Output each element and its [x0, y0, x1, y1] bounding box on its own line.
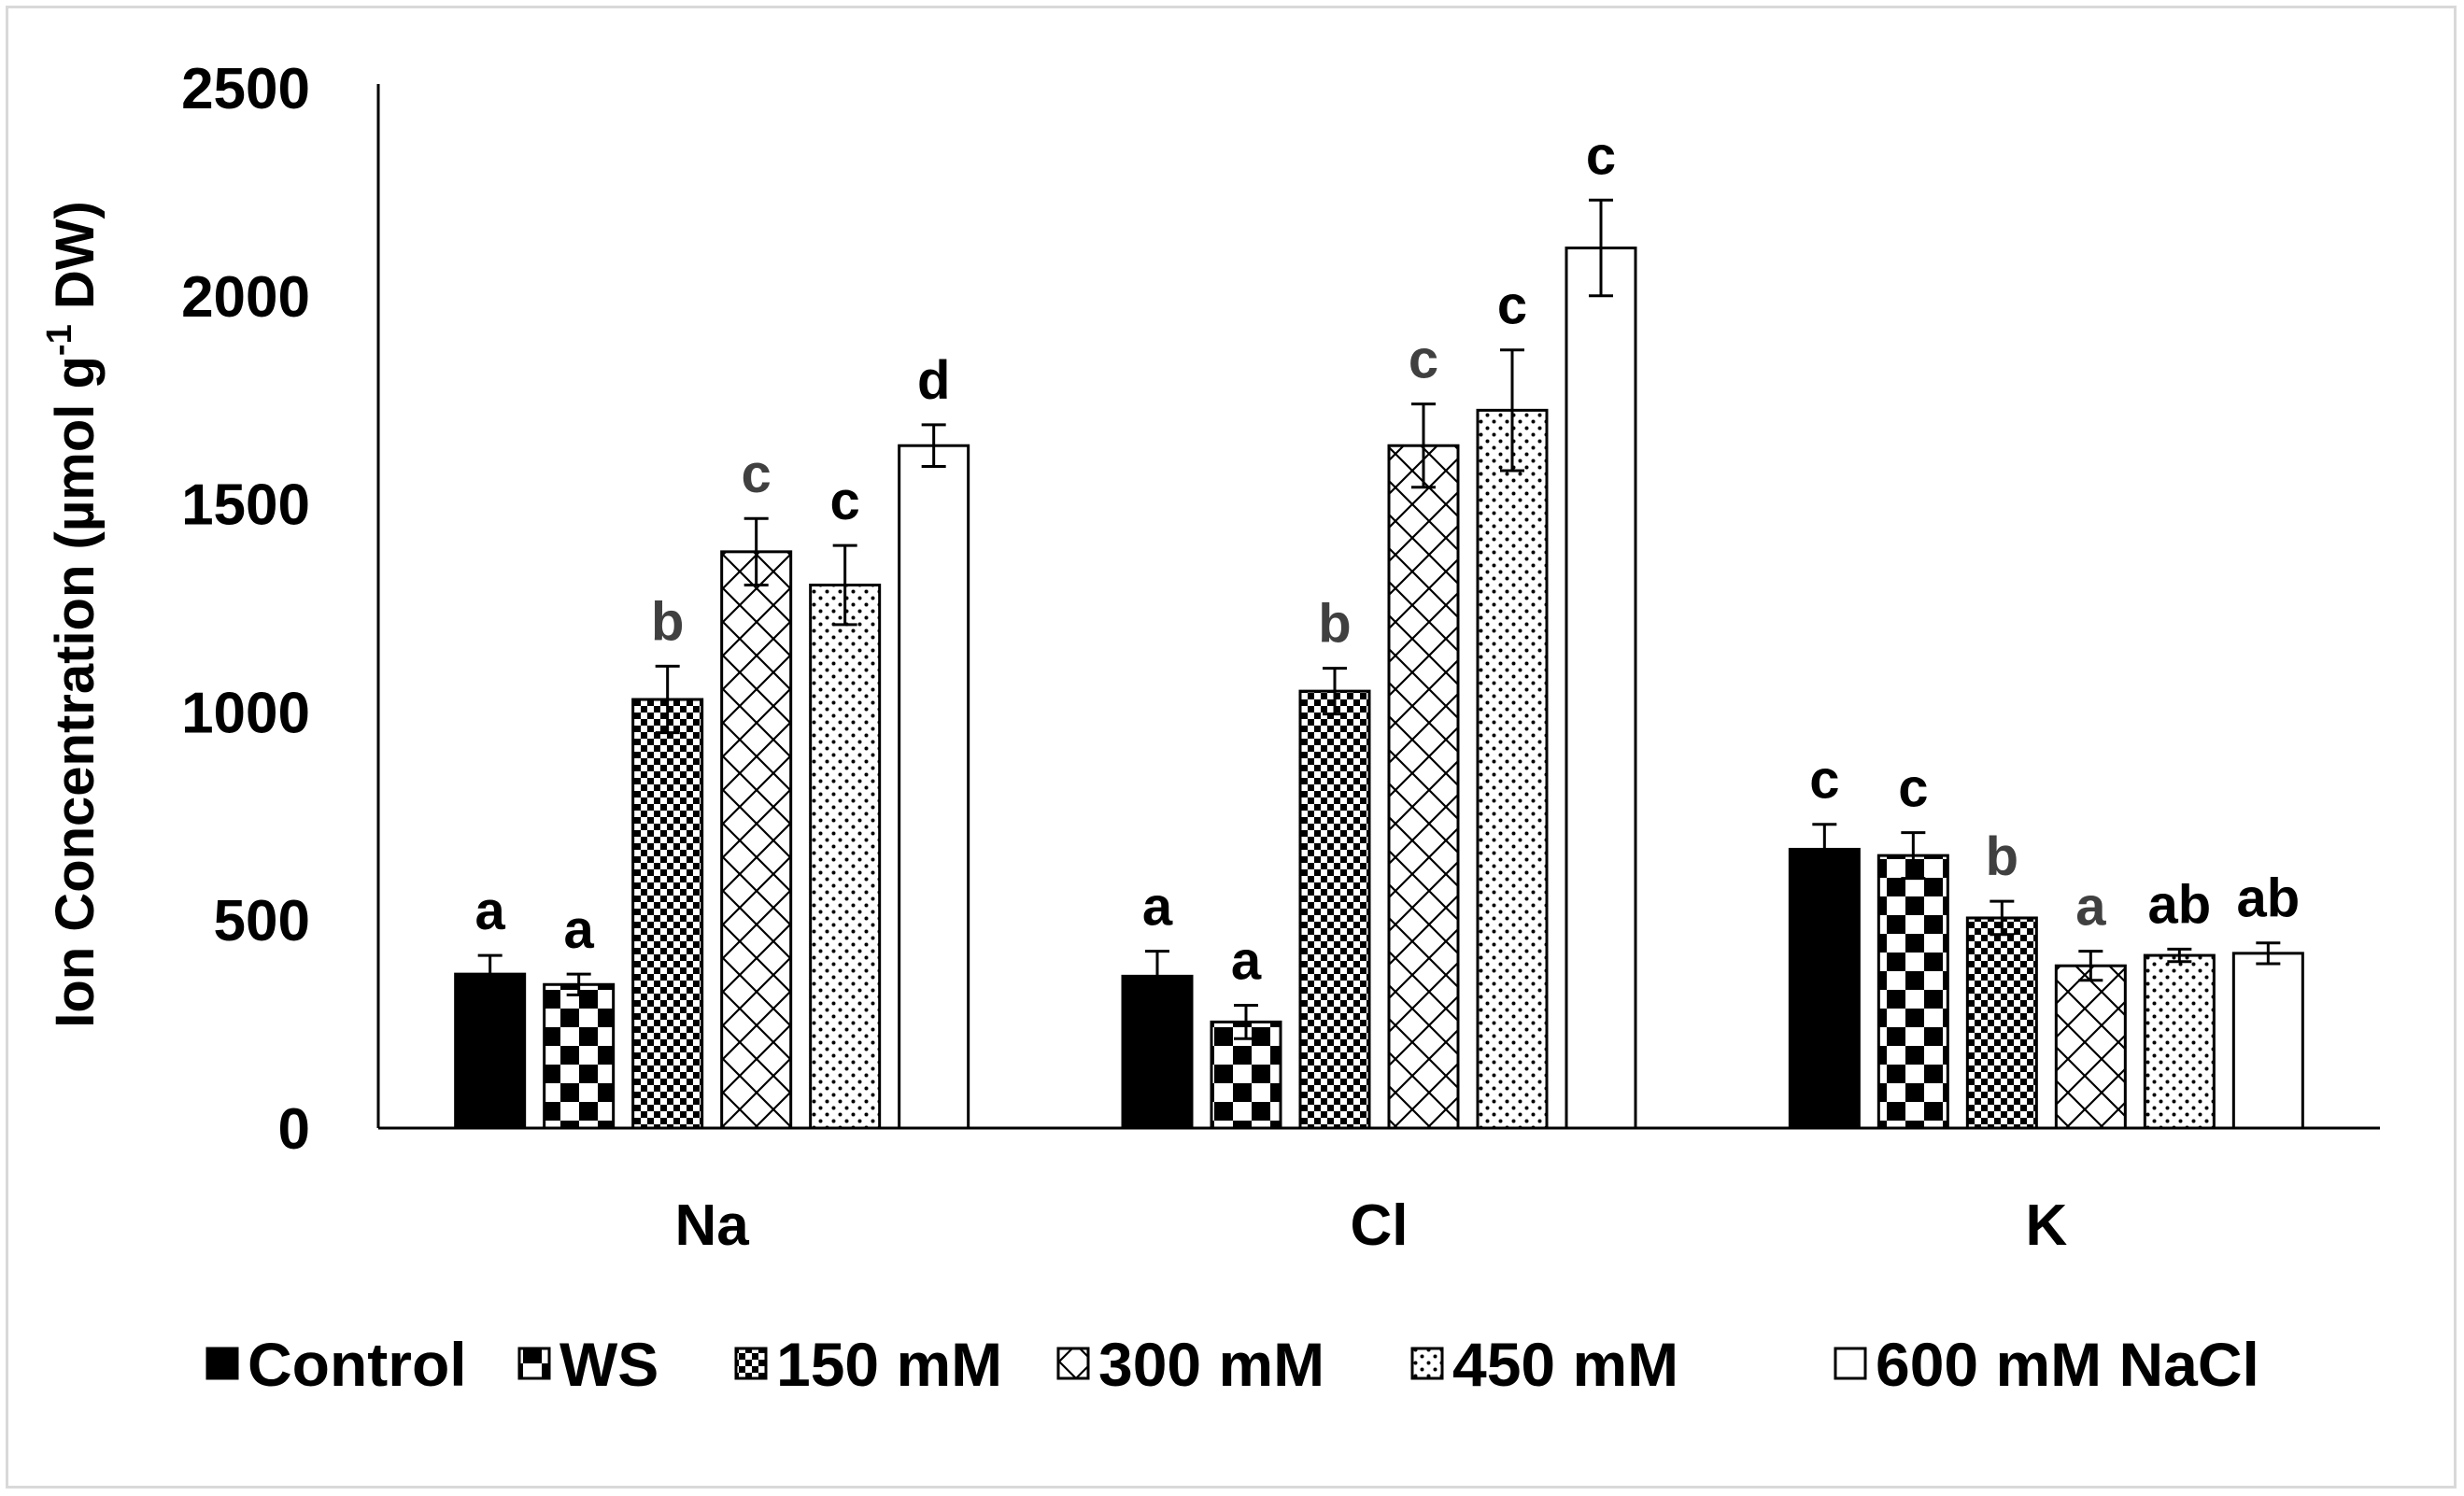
- x-axis-categories: Na Cl K: [675, 1193, 2068, 1258]
- significance-letter: c: [742, 444, 772, 504]
- bar-cl-150-mm: [1298, 689, 1371, 1130]
- significance-letter: b: [1986, 826, 2018, 887]
- bar-k-600-mm-nacl: [2231, 952, 2304, 1130]
- legend-label: 300 mM: [1098, 1330, 1324, 1399]
- bar-cl-450-mm: [1476, 408, 1549, 1130]
- legend: Control WS 150 mM 300 mM 450 mM 600 mM NaCl: [205, 1330, 2259, 1399]
- significance-letter: c: [1409, 330, 1438, 390]
- significance-letter: b: [651, 591, 684, 652]
- figure-frame: [6, 6, 2457, 1489]
- legend-label: Control: [248, 1330, 467, 1399]
- significance-letter: a: [1142, 877, 1173, 938]
- bar-na-600-mm-nacl: [898, 444, 970, 1130]
- significance-letter: a: [475, 881, 506, 941]
- significance-letter: a: [2075, 877, 2106, 938]
- bar-na-150-mm: [631, 698, 704, 1130]
- legend-swatch: [205, 1347, 239, 1380]
- x-category-label: Cl: [1351, 1193, 1409, 1258]
- legend-label: 600 mM NaCl: [1876, 1330, 2259, 1399]
- legend-swatch: [734, 1347, 768, 1380]
- error-bars-layer: [477, 198, 2281, 1040]
- significance-letter: a: [1231, 931, 1262, 992]
- significance-letter: c: [1809, 750, 1839, 811]
- significance-letter: a: [564, 899, 595, 960]
- y-tick-label: 0: [278, 1097, 310, 1162]
- legend-label: 150 mM: [776, 1330, 1002, 1399]
- legend-swatch: [517, 1347, 551, 1380]
- significance-letter: c: [1898, 758, 1928, 819]
- y-axis-title-main: Ion Concentration (µmol g: [45, 356, 106, 1028]
- bar-k-300-mm: [2054, 964, 2127, 1130]
- y-tick-label: 2500: [181, 57, 310, 121]
- significance-letter: ab: [2147, 874, 2211, 935]
- legend-swatch: [1834, 1347, 1867, 1380]
- bar-k-control: [1788, 847, 1861, 1130]
- x-category-label: K: [2025, 1193, 2067, 1258]
- bar-k-ws: [1876, 854, 1949, 1130]
- bar-na-450-mm: [809, 583, 882, 1130]
- significance-letter: c: [830, 471, 860, 531]
- y-tick-label: 1000: [181, 681, 310, 745]
- legend-swatch: [1410, 1347, 1444, 1380]
- legend-swatch: [1056, 1347, 1090, 1380]
- bar-na-ws: [543, 982, 616, 1130]
- significance-letter: d: [917, 350, 950, 411]
- bar-k-150-mm: [1965, 916, 2038, 1130]
- significance-letter: c: [1497, 275, 1527, 336]
- bar-k-450-mm: [2143, 953, 2216, 1130]
- bars-layer: [454, 247, 2304, 1130]
- x-category-label: Na: [675, 1193, 750, 1258]
- bar-na-control: [454, 972, 527, 1130]
- y-tick-label: 500: [214, 889, 310, 953]
- significance-letter: b: [1318, 594, 1351, 655]
- y-tick-label: 1500: [181, 473, 310, 538]
- y-tick-label: 2000: [181, 265, 310, 330]
- y-axis-title-sup: -1: [40, 324, 79, 356]
- y-axis-ticks: 0 500 1000 1500 2000 2500: [181, 57, 310, 1162]
- y-axis-title-tail: DW): [45, 201, 106, 324]
- bar-cl-300-mm: [1387, 444, 1460, 1130]
- legend-label: WS: [559, 1330, 658, 1399]
- bar-na-300-mm: [720, 550, 793, 1130]
- legend-label: 450 mM: [1452, 1330, 1678, 1399]
- y-axis-title: Ion Concentration (µmol g-1 DW): [40, 201, 106, 1028]
- bar-cl-600-mm-nacl: [1565, 247, 1637, 1130]
- significance-letter: ab: [2236, 868, 2300, 929]
- svg-text:Ion Concentration (µmol g-1 DW: Ion Concentration (µmol g-1 DW): [40, 201, 106, 1028]
- significance-letter: c: [1586, 125, 1616, 186]
